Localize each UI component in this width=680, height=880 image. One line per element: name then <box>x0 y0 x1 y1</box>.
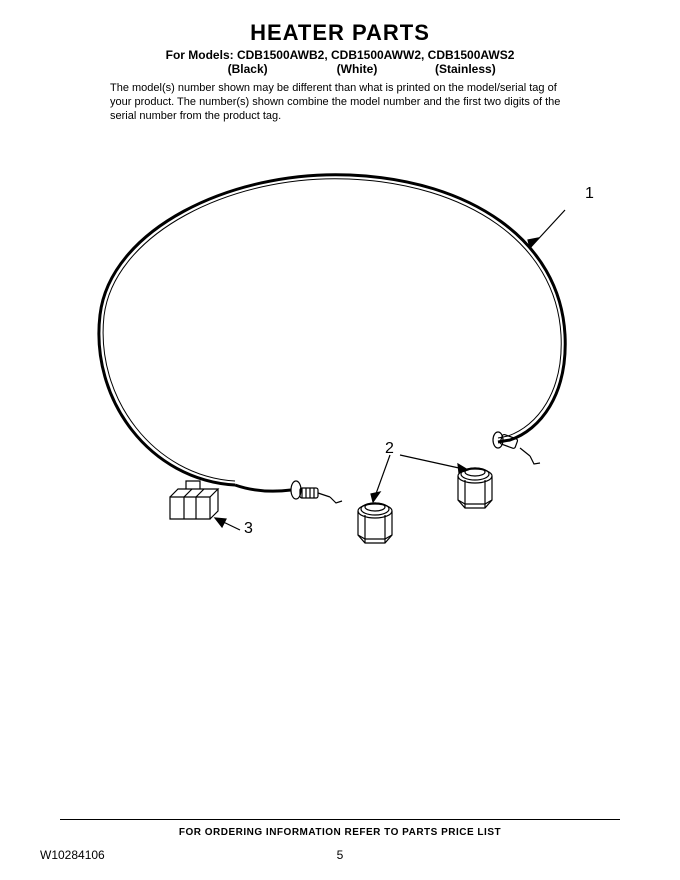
bracket-clip <box>170 481 218 519</box>
diagram-svg <box>0 140 680 680</box>
finish-black: (Black) <box>208 62 288 76</box>
nut-right <box>458 468 492 508</box>
callout-3-leader <box>215 518 240 530</box>
page-title: HEATER PARTS <box>0 20 680 46</box>
nut-left <box>358 503 392 543</box>
models-prefix: For Models: <box>166 48 237 62</box>
terminal-left <box>235 481 342 503</box>
callout-label-1: 1 <box>585 185 594 203</box>
footer-divider <box>60 819 620 820</box>
heating-element-loop <box>99 175 565 503</box>
callout-1-leader <box>528 210 565 248</box>
finish-stainless: (Stainless) <box>420 62 510 76</box>
finish-white: (White) <box>317 62 397 76</box>
disclaimer-text: The model(s) number shown may be differe… <box>110 82 570 123</box>
finish-line: (Black) (White) (Stainless) <box>0 62 680 76</box>
models-line: For Models: CDB1500AWB2, CDB1500AWW2, CD… <box>0 48 680 62</box>
page: HEATER PARTS For Models: CDB1500AWB2, CD… <box>0 0 680 880</box>
footer-ordering-text: FOR ORDERING INFORMATION REFER TO PARTS … <box>0 827 680 838</box>
header-block: HEATER PARTS For Models: CDB1500AWB2, CD… <box>0 0 680 123</box>
callout-2-leader <box>371 455 468 502</box>
models-list: CDB1500AWB2, CDB1500AWW2, CDB1500AWS2 <box>237 48 514 62</box>
callout-label-3: 3 <box>244 520 253 538</box>
parts-diagram: 1 2 3 <box>0 140 680 680</box>
callout-label-2: 2 <box>385 440 394 458</box>
page-number: 5 <box>0 848 680 862</box>
